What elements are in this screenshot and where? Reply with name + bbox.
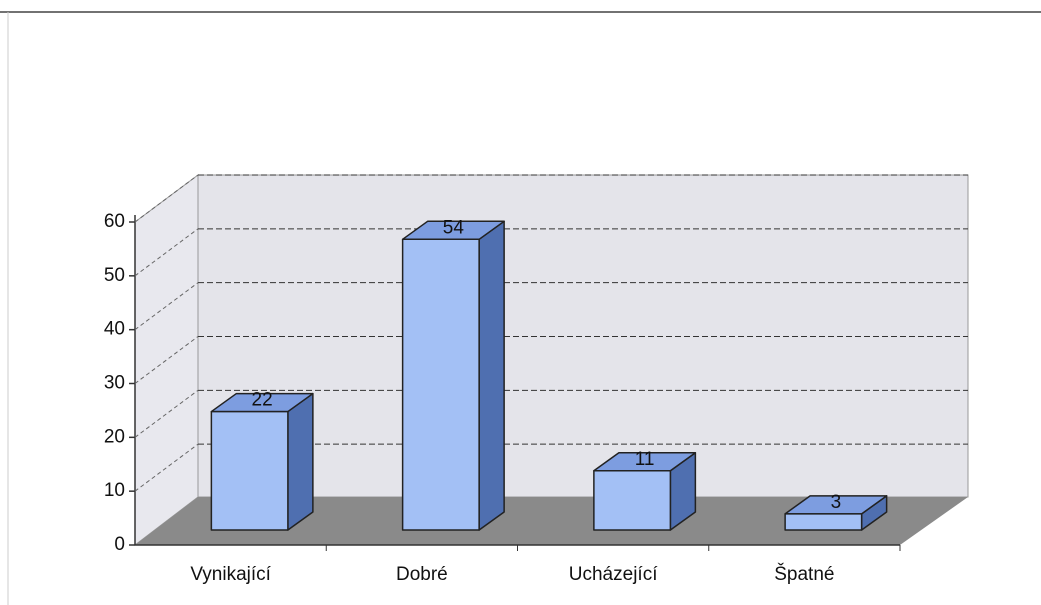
value-label: 22 <box>252 390 273 411</box>
y-tick-label: 50 <box>104 265 125 286</box>
x-tick-label: Vynikající <box>190 564 271 585</box>
x-tick-label: Špatné <box>774 563 834 585</box>
y-tick-label: 20 <box>104 426 125 447</box>
y-tick-label: 0 <box>114 534 125 555</box>
y-tick-label: 60 <box>104 211 125 232</box>
y-tick-label: 10 <box>104 480 125 501</box>
side-grid-line <box>134 389 199 438</box>
bar <box>401 238 480 531</box>
bar <box>784 513 863 531</box>
side-grid-line <box>134 282 199 331</box>
y-tick-label: 30 <box>104 373 125 394</box>
bar <box>593 470 672 531</box>
bar-side <box>478 220 505 531</box>
value-label: 54 <box>443 217 465 238</box>
x-tick-label: Ucházející <box>569 564 658 585</box>
side-grid-line <box>134 174 199 223</box>
side-grid-line <box>134 336 199 384</box>
value-label: 11 <box>635 449 655 470</box>
side-grid-line <box>134 443 199 492</box>
value-label: 3 <box>831 492 842 513</box>
bar-side <box>287 392 314 531</box>
floor <box>135 497 968 545</box>
y-tick-label: 40 <box>104 319 125 340</box>
side-grid-line <box>134 228 199 277</box>
x-tick-label: Dobré <box>396 564 448 585</box>
bar <box>210 410 289 531</box>
side-wall <box>134 174 199 547</box>
